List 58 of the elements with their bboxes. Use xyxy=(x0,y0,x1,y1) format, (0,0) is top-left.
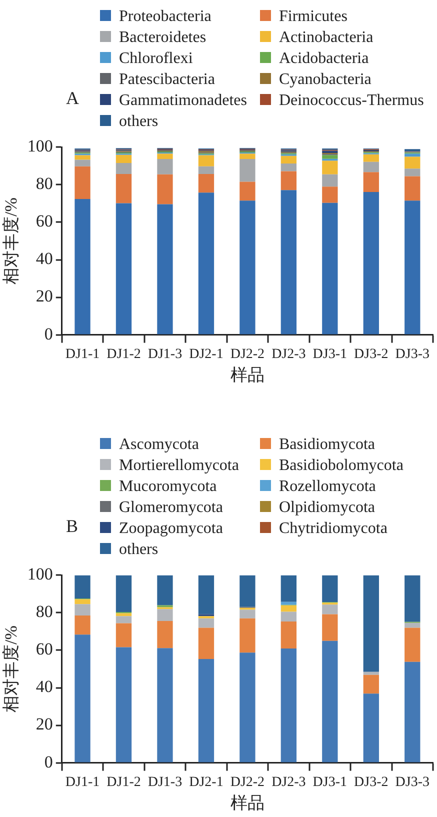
chart-title: B xyxy=(66,516,78,537)
legend-label: Gammatimonadetes xyxy=(118,91,248,111)
legend-label: Actinobacteria xyxy=(278,28,374,48)
y-tick-label: 40 xyxy=(36,249,53,268)
legend-label: Acidobacteria xyxy=(278,49,370,69)
chart-title: A xyxy=(66,88,79,109)
y-tick-label: 20 xyxy=(36,286,53,306)
legend-label: Mucoromycota xyxy=(118,477,218,497)
legend-label: Proteobacteria xyxy=(118,7,212,27)
x-tick-label: DJ1-1 xyxy=(65,346,100,362)
x-tick-label: DJ1-3 xyxy=(148,774,182,790)
legend-label: Patescibacteria xyxy=(118,70,216,90)
legend-label: Zoopagomycota xyxy=(118,519,224,539)
x-tick-label: DJ3-3 xyxy=(395,774,430,790)
legend-label: Chloroflexi xyxy=(118,49,194,69)
y-tick-label: 0 xyxy=(44,752,53,772)
x-tick-label: DJ2-1 xyxy=(189,346,224,362)
x-tick-label: DJ3-2 xyxy=(354,346,388,362)
y-tick-label: 0 xyxy=(44,324,53,344)
legend-label: Deinococcus-Thermus xyxy=(278,91,425,111)
y-tick-label: 100 xyxy=(27,564,53,584)
y-tick-label: 60 xyxy=(36,640,53,659)
legend-label: others xyxy=(118,112,160,132)
y-tick-label: 20 xyxy=(36,714,53,734)
legend-label: Basidiomycota xyxy=(278,435,376,455)
legend-label: Ascomycota xyxy=(118,435,200,455)
y-tick-label: 80 xyxy=(36,174,53,194)
x-tick-label: DJ3-2 xyxy=(354,774,388,790)
x-tick-label: DJ2-2 xyxy=(230,774,265,790)
y-tick-label: 40 xyxy=(36,677,53,696)
x-tick-label: DJ1-2 xyxy=(106,774,141,790)
legend-label: Chytridiomycota xyxy=(278,519,388,539)
legend-label: Bacteroidetes xyxy=(118,28,208,48)
y-axis-title: 相对丰度/% xyxy=(2,626,21,712)
y-tick-label: 80 xyxy=(36,602,53,622)
legend-label: Basidiobolomycota xyxy=(278,456,404,476)
x-tick-label: DJ2-2 xyxy=(230,346,265,362)
legend-label: Firmicutes xyxy=(278,7,348,27)
x-tick-label: DJ1-3 xyxy=(148,346,182,362)
y-axis-title: 相对丰度/% xyxy=(2,198,21,284)
legend-label: others xyxy=(118,540,160,560)
y-tick-label: 100 xyxy=(27,136,53,156)
x-axis-title: 样品 xyxy=(230,365,264,384)
x-tick-label: DJ3-3 xyxy=(395,346,430,362)
legend-label: Rozellomycota xyxy=(278,477,377,497)
x-tick-label: DJ3-1 xyxy=(312,346,348,362)
x-tick-label: DJ2-1 xyxy=(189,774,224,790)
x-tick-label: DJ3-1 xyxy=(312,774,348,790)
legend-label: Cyanobacteria xyxy=(278,70,372,90)
x-tick-label: DJ2-3 xyxy=(272,774,306,790)
x-tick-label: DJ1-1 xyxy=(65,774,100,790)
legend-label: Glomeromycota xyxy=(118,498,224,518)
y-tick-label: 60 xyxy=(36,212,53,231)
legend-label: Olpidiomycota xyxy=(278,498,376,518)
x-tick-label: DJ1-2 xyxy=(106,346,141,362)
x-tick-label: DJ2-3 xyxy=(272,346,306,362)
legend-label: Mortierellomycota xyxy=(118,456,240,476)
x-axis-title: 样品 xyxy=(230,793,264,812)
